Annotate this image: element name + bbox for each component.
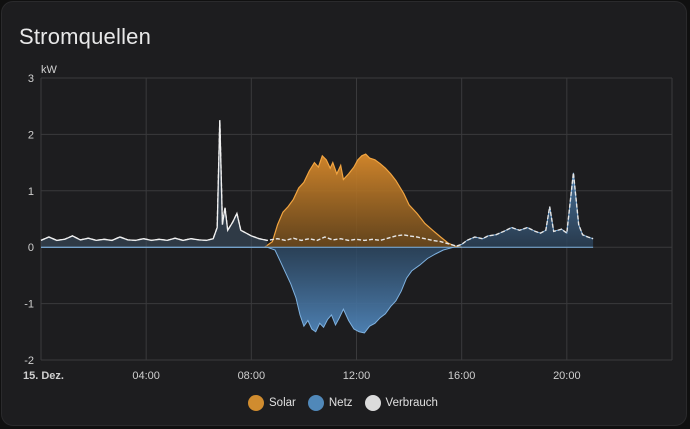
- legend-swatch-verbrauch: [364, 395, 381, 411]
- legend-label-verbrauch: Verbrauch: [385, 397, 438, 409]
- y-tick-label: 1: [28, 186, 34, 198]
- y-tick-label: -1: [24, 299, 34, 311]
- legend-item-solar[interactable]: Solar: [248, 395, 296, 411]
- legend-item-verbrauch[interactable]: Verbrauch: [364, 395, 438, 411]
- chart-legend: Solar Netz Verbrauch: [0, 395, 686, 411]
- solar-line: [264, 153, 462, 248]
- x-tick-label: 08:00: [238, 370, 266, 382]
- y-tick-label: 2: [28, 129, 34, 141]
- netz-import-area: [41, 172, 594, 248]
- netz-export-area: [41, 247, 594, 333]
- verbrauch-morning-line: [40, 120, 268, 242]
- legend-item-netz[interactable]: Netz: [307, 395, 353, 411]
- x-tick-label: 15. Dez.: [23, 370, 64, 382]
- x-tick-label: 20:00: [553, 370, 581, 382]
- x-tick-label: 16:00: [448, 370, 476, 382]
- card-title: Stromquellen: [19, 24, 152, 49]
- legend-swatch-netz: [307, 395, 324, 411]
- y-tick-label: -2: [24, 355, 34, 367]
- y-tick-label: 0: [28, 242, 34, 254]
- solar-area: [264, 154, 462, 248]
- y-axis-unit: kW: [41, 64, 58, 76]
- y-tick-label: 3: [28, 73, 34, 85]
- legend-label-solar: Solar: [269, 397, 296, 409]
- legend-swatch-solar: [248, 395, 265, 411]
- x-tick-label: 04:00: [132, 370, 160, 382]
- legend-label-netz: Netz: [328, 397, 353, 409]
- verbrauch-morning-area: [41, 120, 268, 248]
- x-tick-label: 12:00: [343, 370, 371, 382]
